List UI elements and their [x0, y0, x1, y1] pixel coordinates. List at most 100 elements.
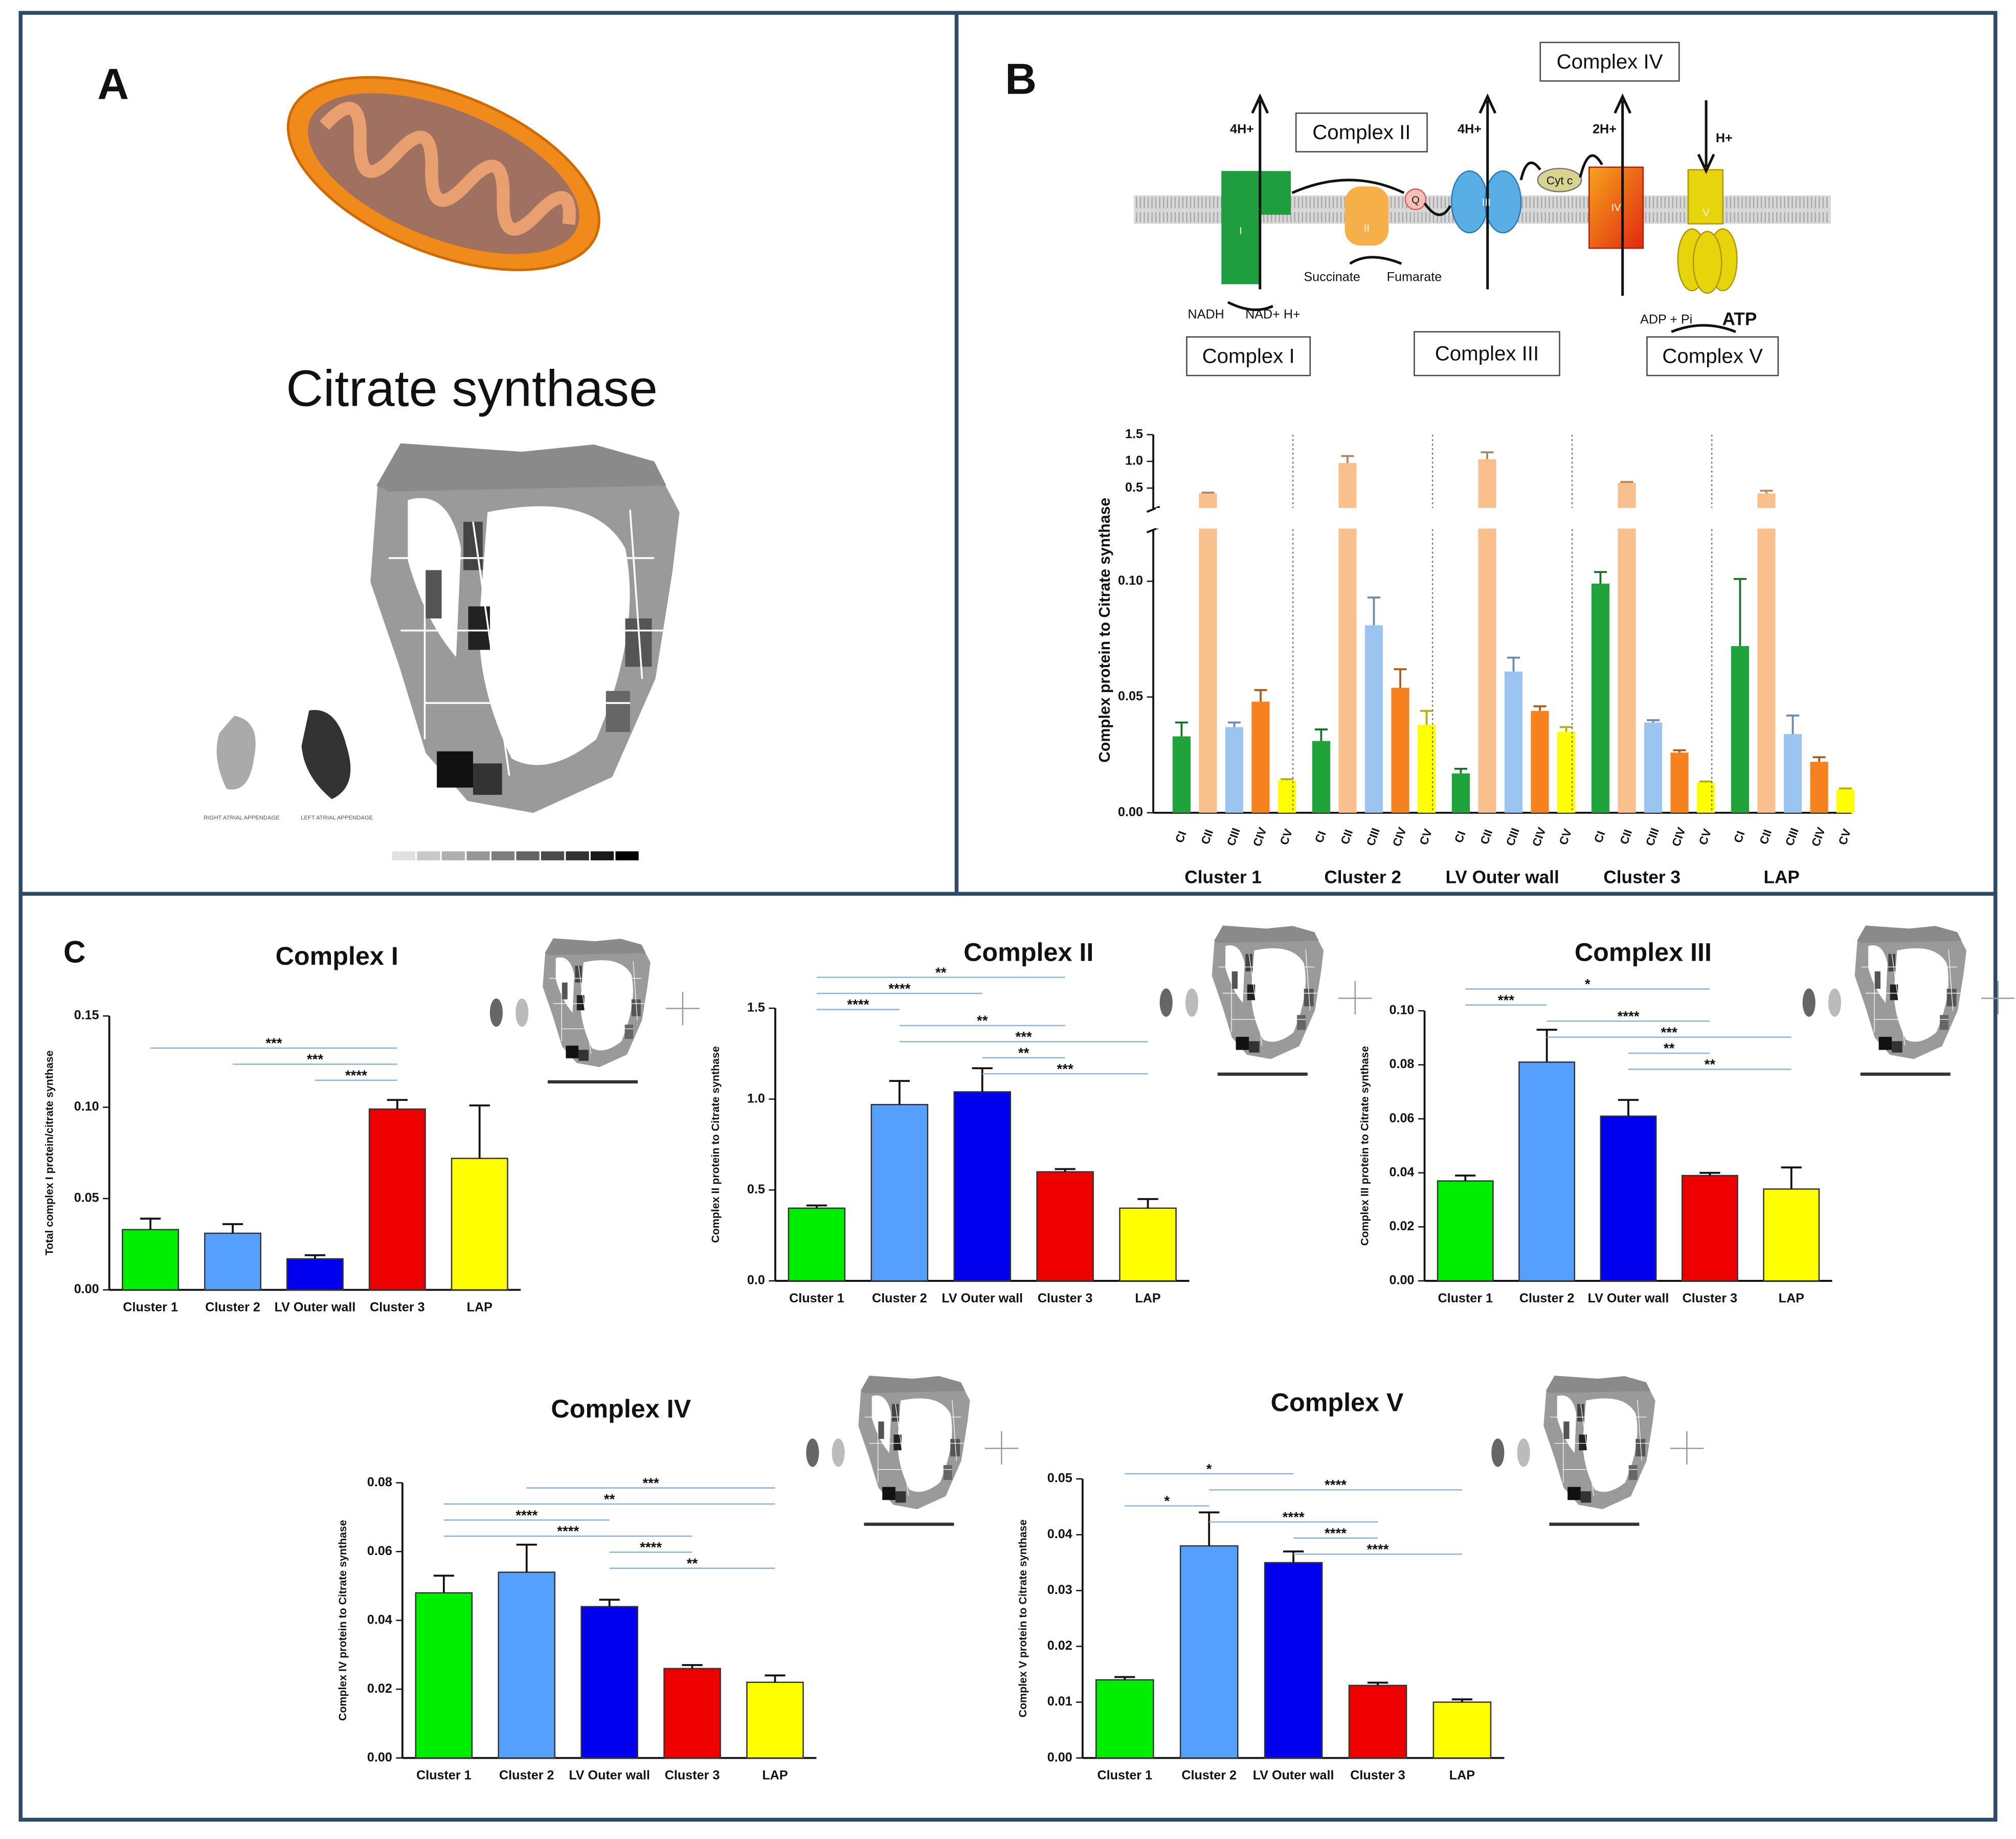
bar [663, 1668, 721, 1759]
error-bar [469, 1104, 490, 1159]
x-tick-label: LAP [1449, 1768, 1475, 1782]
bar [451, 1158, 508, 1291]
title: Citrate synthase [286, 360, 658, 417]
error-bar [806, 1204, 827, 1208]
significance-label: **** [345, 1068, 367, 1083]
x-sub-label: CIV [1390, 826, 1408, 848]
substrate-label: NAD+ H+ [1245, 307, 1301, 322]
scale-strip [1549, 1522, 1640, 1526]
y-tick-label: 0.00 [74, 1282, 99, 1296]
error-bar [387, 1099, 408, 1110]
heart-thumbnail [1491, 1375, 1704, 1526]
proton-label: H+ [1716, 131, 1733, 145]
q-label: Q [1412, 194, 1420, 206]
error-bar [1699, 780, 1713, 783]
complex-box-label: Complex I [1202, 345, 1295, 368]
error-bar [516, 1543, 537, 1572]
complex-iii [1484, 170, 1522, 234]
significance-label: ** [1018, 1045, 1029, 1061]
significance-label: *** [307, 1051, 324, 1067]
cross [984, 1431, 1019, 1465]
heart-map [1211, 925, 1325, 1060]
y-axis-label: Complex V protein to Citrate synthase [1017, 1519, 1029, 1717]
cross [666, 991, 700, 1026]
y-tick-label: 0.02 [1390, 1219, 1415, 1233]
complex-box [1646, 336, 1779, 376]
chart-title: Complex IV [551, 1394, 691, 1423]
error-bar [304, 1254, 326, 1259]
y-tick-label: 0.5 [1125, 480, 1143, 495]
x-sub-label: CIV [1669, 826, 1688, 848]
gray-scale [392, 851, 639, 860]
proton-label: 4H+ [1458, 122, 1482, 137]
error-bar [1254, 689, 1267, 702]
x-sub-label: CII [1757, 828, 1774, 846]
subunit-label: IV [1611, 203, 1622, 214]
chart-title: Complex II [964, 938, 1093, 967]
y-tick-label: 0.00 [1118, 805, 1143, 819]
x-sub-label: CII [1618, 828, 1634, 846]
panel-label: B [1005, 55, 1037, 103]
error-bar [140, 1217, 161, 1230]
bar [1199, 493, 1217, 813]
arrows [1227, 93, 1736, 333]
cross [1981, 981, 2015, 1015]
y-tick-label: 0.01 [1047, 1694, 1072, 1709]
error-bar [1618, 1099, 1639, 1116]
error-bar [1481, 451, 1494, 459]
subunit-label: II [1364, 223, 1370, 234]
x-tick-label: Cluster 1 [789, 1291, 844, 1305]
cross [1338, 981, 1372, 1015]
x-sub-label: CII [1478, 828, 1495, 846]
bar [1432, 1701, 1492, 1759]
x-sub-label: CV [1417, 827, 1435, 847]
heart-map [1542, 1375, 1656, 1511]
scale-cell [615, 851, 639, 860]
significance-label: ** [935, 964, 947, 980]
y-tick-label: 0.00 [1047, 1750, 1072, 1764]
error-bar [1560, 726, 1573, 732]
complex-iv [1588, 166, 1644, 249]
error-bar [1201, 492, 1215, 494]
error-bar [889, 1080, 910, 1105]
y-tick-label: 0.04 [367, 1612, 392, 1627]
bar [1504, 671, 1523, 813]
heart-thumbnail [489, 938, 700, 1084]
x-tick-label: Cluster 2 [205, 1300, 260, 1314]
y-tick-label: 0.05 [74, 1191, 99, 1205]
bar [1531, 711, 1549, 813]
charts: 0.00 0.05 0.10 0.5 1.0 1.5 Complex protein to … [43, 427, 2015, 1782]
error-bar [1507, 656, 1520, 672]
error-bar [599, 1599, 620, 1607]
bar [1364, 625, 1383, 813]
significance-label: * [1585, 976, 1591, 992]
ubiquinone [1404, 188, 1427, 211]
y-axis-label: Total complex I protein/citrate synthase [43, 1050, 56, 1255]
significance-label: **** [516, 1507, 537, 1523]
complex-box-label: Complex II [1312, 121, 1410, 144]
subunit-label: V [1703, 208, 1710, 219]
y-tick-label: 1.0 [747, 1091, 765, 1105]
x-sub-label: CIV [1530, 826, 1548, 848]
x-sub-label: CIII [1224, 826, 1243, 848]
y-tick-label: 1.0 [1125, 454, 1143, 468]
error-bar [1114, 1676, 1135, 1680]
chart-title: Complex I [276, 941, 398, 970]
y-tick-label: 1.5 [747, 1001, 765, 1015]
x-sub-label: CI [1731, 829, 1747, 845]
significance-label: **** [847, 996, 869, 1012]
complex-box [1414, 331, 1560, 376]
x-tick-label: Cluster 2 [1181, 1768, 1237, 1782]
bar-chart: Complex II Complex II protein to Citrate … [709, 938, 1190, 1305]
panel-label: C [63, 934, 86, 969]
complex-box [1539, 41, 1680, 82]
grouped-bar-chart: 0.00 0.05 0.10 0.5 1.0 1.5 Complex protein to … [1096, 427, 1855, 887]
bar [1600, 1115, 1657, 1282]
y-tick-label: 0.0 [747, 1273, 765, 1288]
x-sub-label: CIII [1783, 826, 1801, 848]
error-bar [1812, 756, 1826, 762]
bar [1264, 1562, 1323, 1759]
bar [1391, 688, 1409, 813]
error-bar [1451, 1698, 1473, 1702]
y-tick-label: 0.10 [1390, 1003, 1415, 1017]
